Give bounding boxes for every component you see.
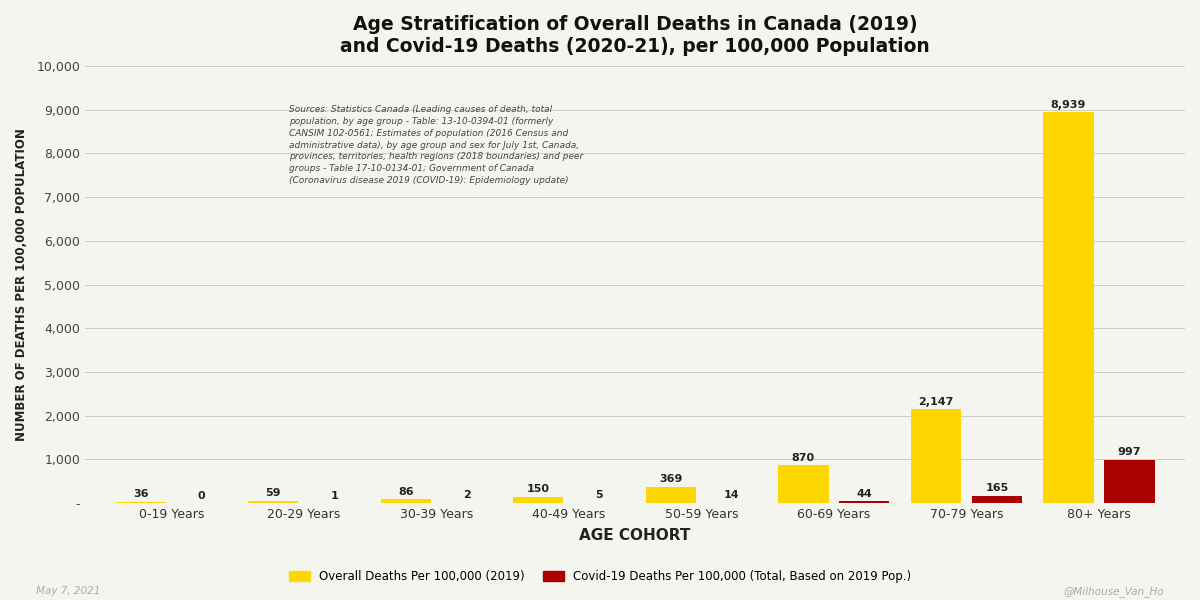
- Text: 59: 59: [265, 488, 281, 498]
- Bar: [1104, 460, 1154, 503]
- Bar: [646, 487, 696, 503]
- Text: 150: 150: [527, 484, 550, 494]
- Bar: [248, 500, 299, 503]
- X-axis label: AGE COHORT: AGE COHORT: [580, 528, 691, 543]
- Bar: [380, 499, 431, 503]
- Text: 997: 997: [1117, 447, 1141, 457]
- Bar: [972, 496, 1022, 503]
- Text: 870: 870: [792, 452, 815, 463]
- Text: 36: 36: [133, 489, 149, 499]
- Text: 2,147: 2,147: [918, 397, 954, 407]
- Text: May 7, 2021: May 7, 2021: [36, 586, 101, 596]
- Text: 0: 0: [198, 491, 205, 500]
- Text: 14: 14: [724, 490, 739, 500]
- Bar: [839, 501, 889, 503]
- Text: @Milhouse_Van_Ho: @Milhouse_Van_Ho: [1063, 586, 1164, 597]
- Text: 86: 86: [398, 487, 414, 497]
- Text: 369: 369: [659, 475, 683, 484]
- Text: 44: 44: [857, 488, 872, 499]
- Bar: [1043, 112, 1093, 503]
- Text: Sources: Statistics Canada (Leading causes of death, total
population, by age gr: Sources: Statistics Canada (Leading caus…: [288, 105, 583, 185]
- Bar: [514, 497, 564, 503]
- Text: 5: 5: [595, 490, 604, 500]
- Text: 2: 2: [463, 490, 470, 500]
- Bar: [115, 502, 166, 503]
- Y-axis label: NUMBER OF DEATHS PER 100,000 POPULATION: NUMBER OF DEATHS PER 100,000 POPULATION: [14, 128, 28, 441]
- Text: 165: 165: [985, 484, 1008, 493]
- Text: 8,939: 8,939: [1051, 100, 1086, 110]
- Title: Age Stratification of Overall Deaths in Canada (2019)
and Covid-19 Deaths (2020-: Age Stratification of Overall Deaths in …: [340, 15, 930, 56]
- Legend: Overall Deaths Per 100,000 (2019), Covid-19 Deaths Per 100,000 (Total, Based on : Overall Deaths Per 100,000 (2019), Covid…: [284, 566, 916, 588]
- Bar: [911, 409, 961, 503]
- Bar: [778, 465, 828, 503]
- Text: 1: 1: [330, 491, 338, 500]
